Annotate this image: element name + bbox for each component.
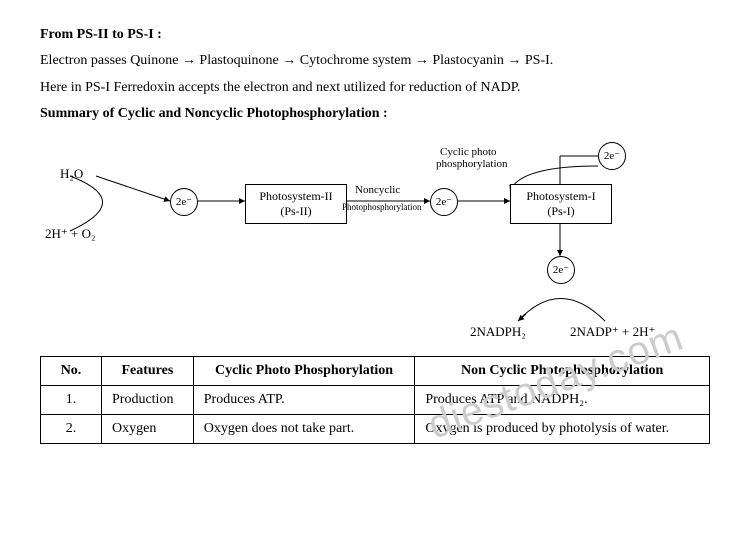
- electron-circle-top: 2e⁻: [598, 142, 626, 170]
- cell-feature: Production: [102, 385, 194, 414]
- table-row: 2. Oxygen Oxygen does not take part. Oxy…: [41, 414, 710, 443]
- para-ferredoxin: Here in PS-I Ferredoxin accepts the elec…: [40, 77, 710, 99]
- cell-no: 1.: [41, 385, 102, 414]
- cell-no: 2.: [41, 414, 102, 443]
- label-nadph2: 2NADPH₂: [470, 324, 526, 340]
- para-electron-chain: Electron passes Quinone → Plastoquinone …: [40, 50, 710, 72]
- cell-noncyclic: Produces ATP and NADPH₂.: [415, 385, 710, 414]
- diagram-lines: [40, 136, 680, 346]
- cell-feature: Oxygen: [102, 414, 194, 443]
- label-cyclic-2: phosphorylation: [436, 158, 508, 170]
- box-ps1: Photosystem-I (Ps-I): [510, 184, 612, 224]
- electron-circle-1: 2e⁻: [170, 188, 198, 216]
- comparison-table: No. Features Cyclic Photo Phosphorylatio…: [40, 356, 710, 444]
- label-h2o-split: 2H⁺ + O₂: [45, 226, 96, 242]
- th-noncyclic: Non Cyclic Photophosphorylation: [415, 356, 710, 385]
- cell-noncyclic: Oxygen is produced by photolysis of wate…: [415, 414, 710, 443]
- table-row: 1. Production Produces ATP. Produces ATP…: [41, 385, 710, 414]
- table-header-row: No. Features Cyclic Photo Phosphorylatio…: [41, 356, 710, 385]
- th-no: No.: [41, 356, 102, 385]
- box-ps2: Photosystem-II (Ps-II): [245, 184, 347, 224]
- heading-summary: Summary of Cyclic and Noncyclic Photopho…: [40, 103, 710, 125]
- ps1-line2: (Ps-I): [517, 204, 605, 219]
- label-noncyclic-2: Photophosphorylation: [342, 202, 422, 212]
- electron-circle-bottom: 2e⁻: [547, 256, 575, 284]
- ps1-line1: Photosystem-I: [517, 189, 605, 204]
- label-noncyclic-1: Noncyclic: [355, 184, 400, 196]
- label-cyclic-1: Cyclic photo: [440, 146, 497, 158]
- electron-circle-2: 2e⁻: [430, 188, 458, 216]
- ps2-line1: Photosystem-II: [252, 189, 340, 204]
- heading-ps2-ps1: From PS-II to PS-I :: [40, 24, 710, 46]
- label-nadp: 2NADP⁺ + 2H⁺: [570, 324, 655, 340]
- cell-cyclic: Produces ATP.: [193, 385, 415, 414]
- cell-cyclic: Oxygen does not take part.: [193, 414, 415, 443]
- th-features: Features: [102, 356, 194, 385]
- ps2-line2: (Ps-II): [252, 204, 340, 219]
- th-cyclic: Cyclic Photo Phosphorylation: [193, 356, 415, 385]
- label-h2o: H₂O: [60, 166, 83, 182]
- photophosphorylation-diagram: H₂O 2H⁺ + O₂ 2e⁻ Photosystem-II (Ps-II) …: [40, 136, 680, 346]
